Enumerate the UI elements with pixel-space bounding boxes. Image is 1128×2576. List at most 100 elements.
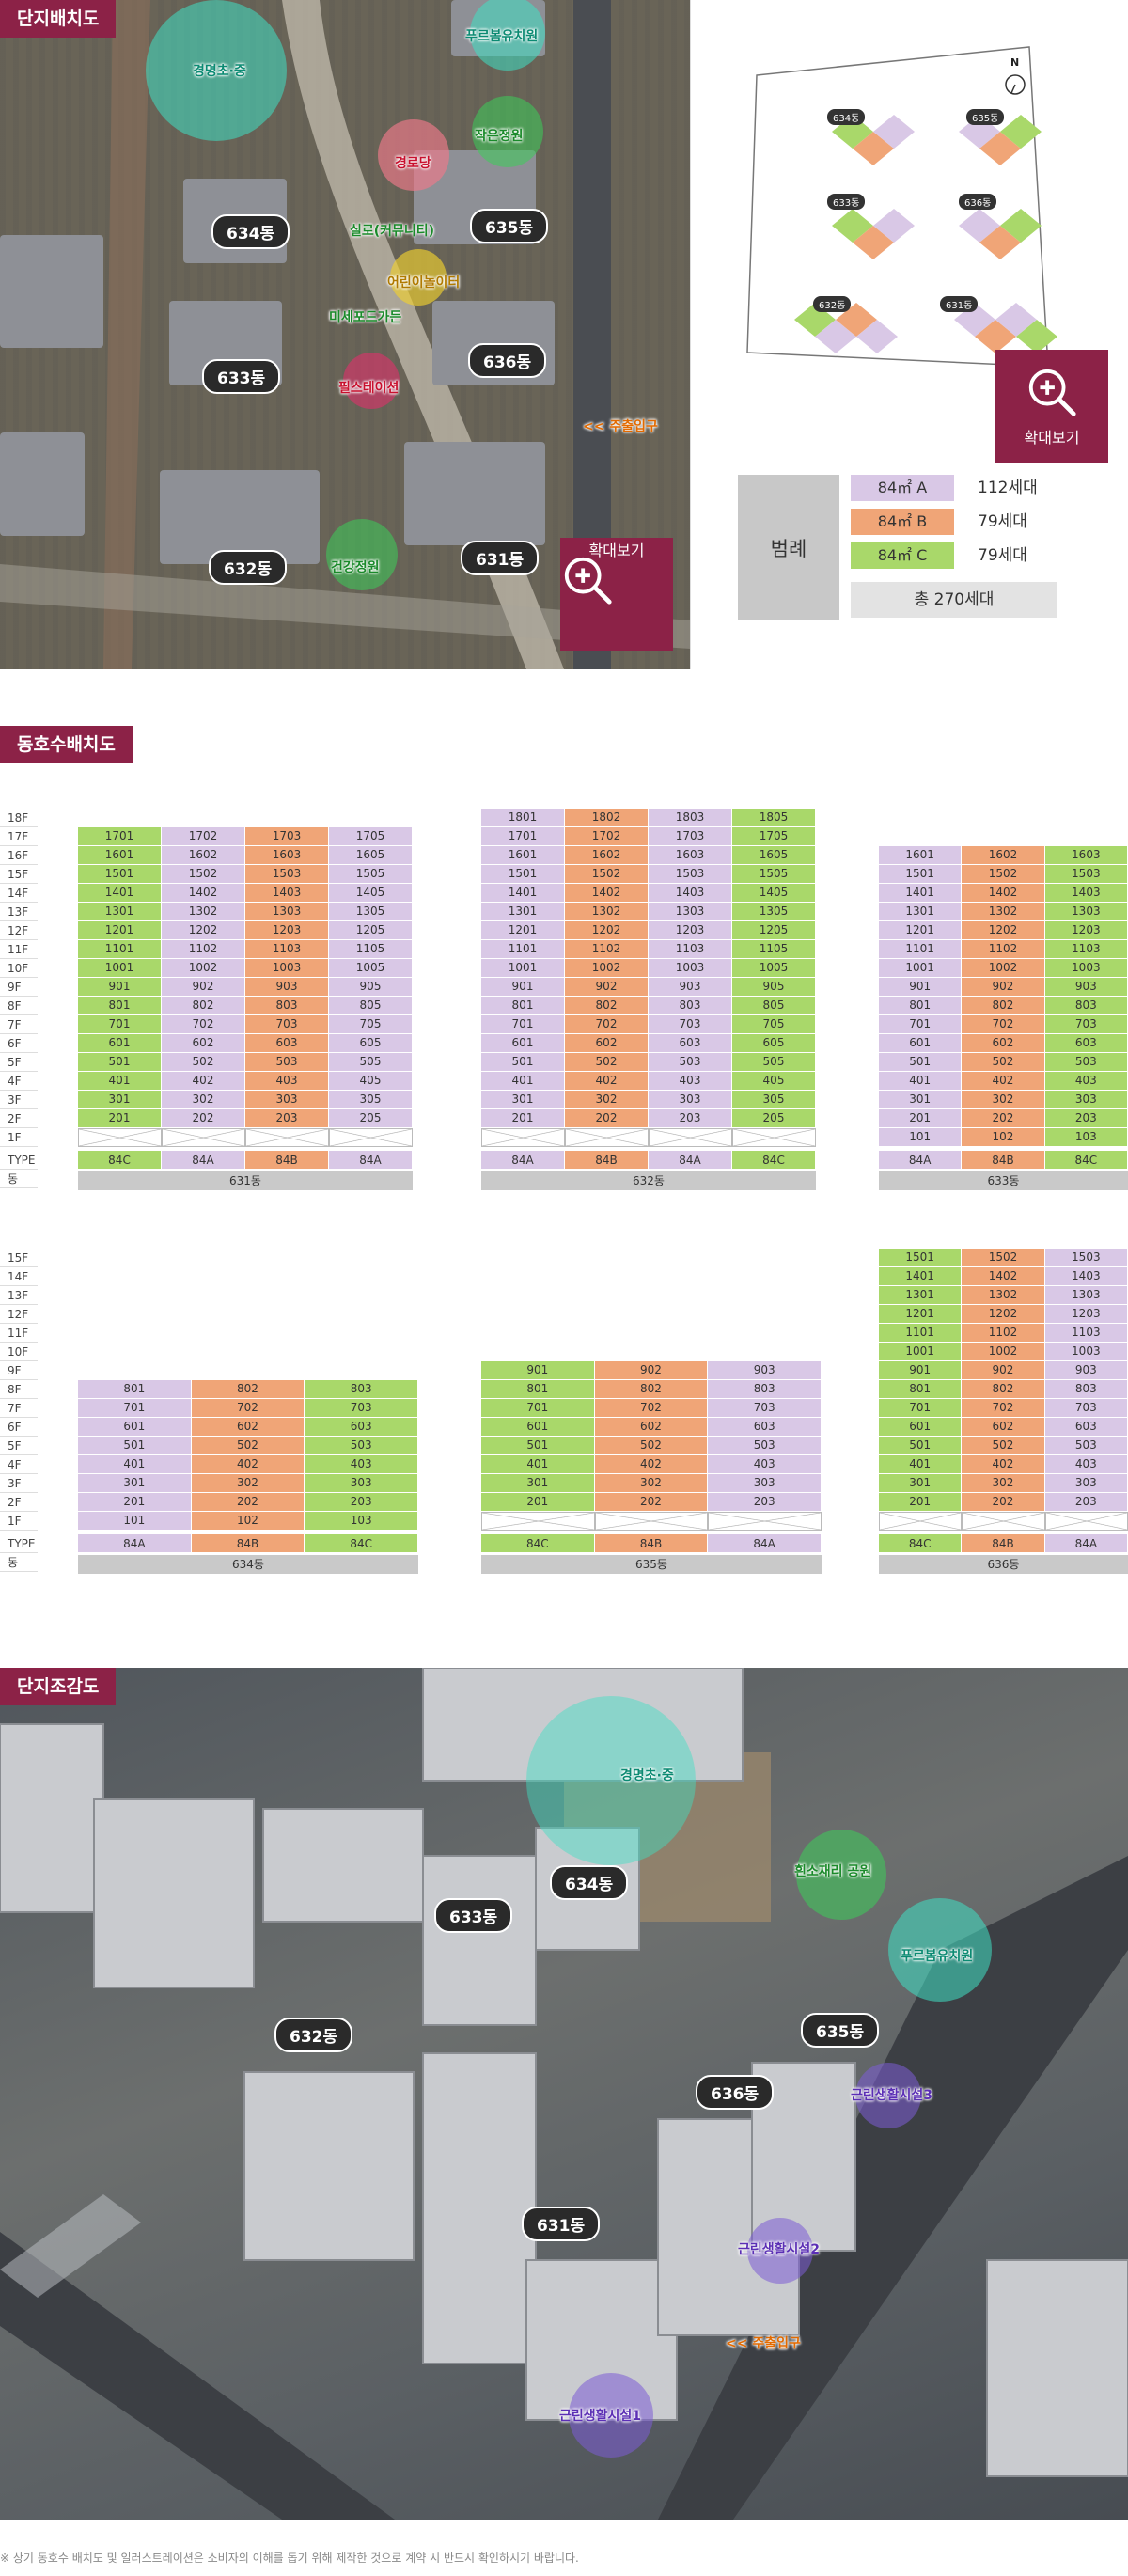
section-title-bird-eye: 단지조감도 (0, 1668, 117, 1705)
unit-cell: 1202 (162, 921, 245, 940)
floor-row: 801 802 803 805 (481, 997, 816, 1015)
unit-cell: 702 (962, 1015, 1045, 1034)
floor-row: 101 102 103 (78, 1512, 418, 1531)
building-label-635: 635동 (470, 209, 549, 243)
unit-cell: 303 (1044, 1091, 1128, 1109)
floor-row (78, 1249, 418, 1267)
unit-cell: 1303 (1044, 1286, 1128, 1305)
floor-label: 9F (0, 978, 38, 997)
type-cell: 84C (78, 1151, 162, 1170)
floor-label: 13F (0, 903, 38, 921)
dong-label: 634동 (78, 1555, 418, 1574)
floor-label: 7F (0, 1015, 38, 1034)
floor-row: 1101 1102 1103 1105 (481, 940, 816, 959)
type-cell: 84A (649, 1151, 732, 1170)
unit-cell: 1503 (1044, 1249, 1128, 1267)
floor-row: 301 302 303 305 (78, 1091, 413, 1109)
empty-cell (191, 1324, 306, 1343)
empty-cell (594, 1324, 709, 1343)
unit-cell: 801 (481, 1380, 595, 1399)
unit-cell: 1803 (649, 809, 732, 827)
floor-row: 801 802 803 (879, 1380, 1128, 1399)
unit-cell: 802 (565, 997, 649, 1015)
building-label-632: 632동 (209, 550, 288, 585)
piloti-cell (329, 1128, 413, 1147)
zoom-button-site-plan[interactable]: 확대보기 (560, 538, 673, 651)
unit-cell: 303 (649, 1091, 732, 1109)
unit-cell: 1001 (879, 1343, 963, 1361)
unit-cell: 602 (594, 1418, 709, 1437)
type-row: 84C 84B 84A (481, 1534, 822, 1553)
floor-label: 12F (0, 1305, 38, 1324)
site-plan-aerial: 단지배치도 634동 635동 633동 636동 632동 631동 경명초·… (0, 0, 690, 669)
unit-cell: 803 (1044, 997, 1128, 1015)
empty-cell (594, 1249, 709, 1267)
dong-label: 633동 (879, 1171, 1128, 1190)
unit-cell: 302 (565, 1091, 649, 1109)
disclaimer: ※ 상기 동호수 배치도 및 일러스트레이션은 소비자의 이해를 돕기 위해 제… (0, 2552, 579, 2565)
unit-cell: 201 (879, 1109, 963, 1128)
floor-row (481, 1249, 822, 1267)
facility-main-entrance: << 주출입구 (583, 419, 658, 434)
floor-row (481, 1286, 822, 1305)
floor-row: 901 902 903 (879, 978, 1128, 997)
unit-cell: 1701 (78, 827, 162, 846)
facility-senior-center: 경로당 (395, 156, 431, 171)
floor-row: 1001 1002 1003 (879, 1343, 1128, 1361)
unit-cell: 301 (78, 1474, 192, 1493)
empty-cell (78, 1267, 192, 1286)
unit-cell: 1601 (481, 846, 565, 865)
unit-cell: 803 (708, 1380, 822, 1399)
legend: 범례 84㎡ A 112세대 84㎡ B 79세대 84㎡ C 79세대 총 2… (738, 475, 1058, 620)
empty-cell (1044, 809, 1128, 827)
floor-row: 201 202 203 205 (78, 1109, 413, 1128)
empty-cell (245, 809, 329, 827)
unit-cell: 1102 (162, 940, 245, 959)
unit-cell: 902 (162, 978, 245, 997)
unit-cell: 303 (245, 1091, 329, 1109)
unit-cell: 1205 (732, 921, 816, 940)
floor-row: 301 302 303 (78, 1474, 418, 1493)
type-cell: 84B (962, 1534, 1045, 1553)
unit-cell: 1703 (245, 827, 329, 846)
facility-small-garden: 작은정원 (475, 129, 524, 144)
floor-row: 1101 1102 1103 1105 (78, 940, 413, 959)
unit-cell: 902 (962, 978, 1045, 997)
unit-cell: 305 (329, 1091, 413, 1109)
type-cell: 84A (879, 1151, 963, 1170)
floor-row: 701 702 703 705 (78, 1015, 413, 1034)
unit-cell: 502 (594, 1437, 709, 1455)
building-label-636: 636동 (468, 343, 547, 378)
unit-cell: 102 (191, 1512, 306, 1531)
empty-cell (708, 1343, 822, 1361)
unit-cell: 903 (245, 978, 329, 997)
unit-cell: 901 (481, 978, 565, 997)
unit-cell: 1603 (245, 846, 329, 865)
floor-row: 601 602 603 (879, 1034, 1128, 1053)
floor-row (481, 1343, 822, 1361)
unit-cell: 401 (879, 1455, 963, 1474)
unit-cell: 1401 (879, 1267, 963, 1286)
floor-row: 101 102 103 (879, 1128, 1128, 1147)
zoom-button-key-map[interactable]: 확대보기 (995, 350, 1108, 463)
unit-cell: 601 (481, 1034, 565, 1053)
unit-cell: 701 (879, 1399, 963, 1418)
unit-cell: 1401 (879, 884, 963, 903)
empty-cell (78, 1343, 192, 1361)
unit-cell: 1505 (329, 865, 413, 884)
facility-playground: 어린이놀이터 (387, 275, 461, 291)
unit-cell: 401 (78, 1072, 162, 1091)
unit-cell: 601 (879, 1418, 963, 1437)
aerial-facility-retail-1: 근린생활시설1 (559, 2409, 642, 2424)
floor-row: 1301 1302 1303 (879, 1286, 1128, 1305)
keymap-label-636: 636동 (959, 194, 997, 210)
keymap-label-632: 632동 (813, 296, 852, 312)
floor-row: 1201 1202 1203 1205 (78, 921, 413, 940)
floor-label: 3F (0, 1091, 38, 1109)
floor-row: 301 302 303 305 (481, 1091, 816, 1109)
floor-labels-top: 18F 17F 16F 15F 14F 13F 12F 11F 10F 9F 8F 7F 6F 5F 4F 3… (0, 809, 38, 1188)
floor-row (879, 1512, 1128, 1531)
floor-row: 1201 1202 1203 (879, 921, 1128, 940)
floor-row: 1601 1602 1603 (879, 846, 1128, 865)
floor-row: 601 602 603 605 (481, 1034, 816, 1053)
